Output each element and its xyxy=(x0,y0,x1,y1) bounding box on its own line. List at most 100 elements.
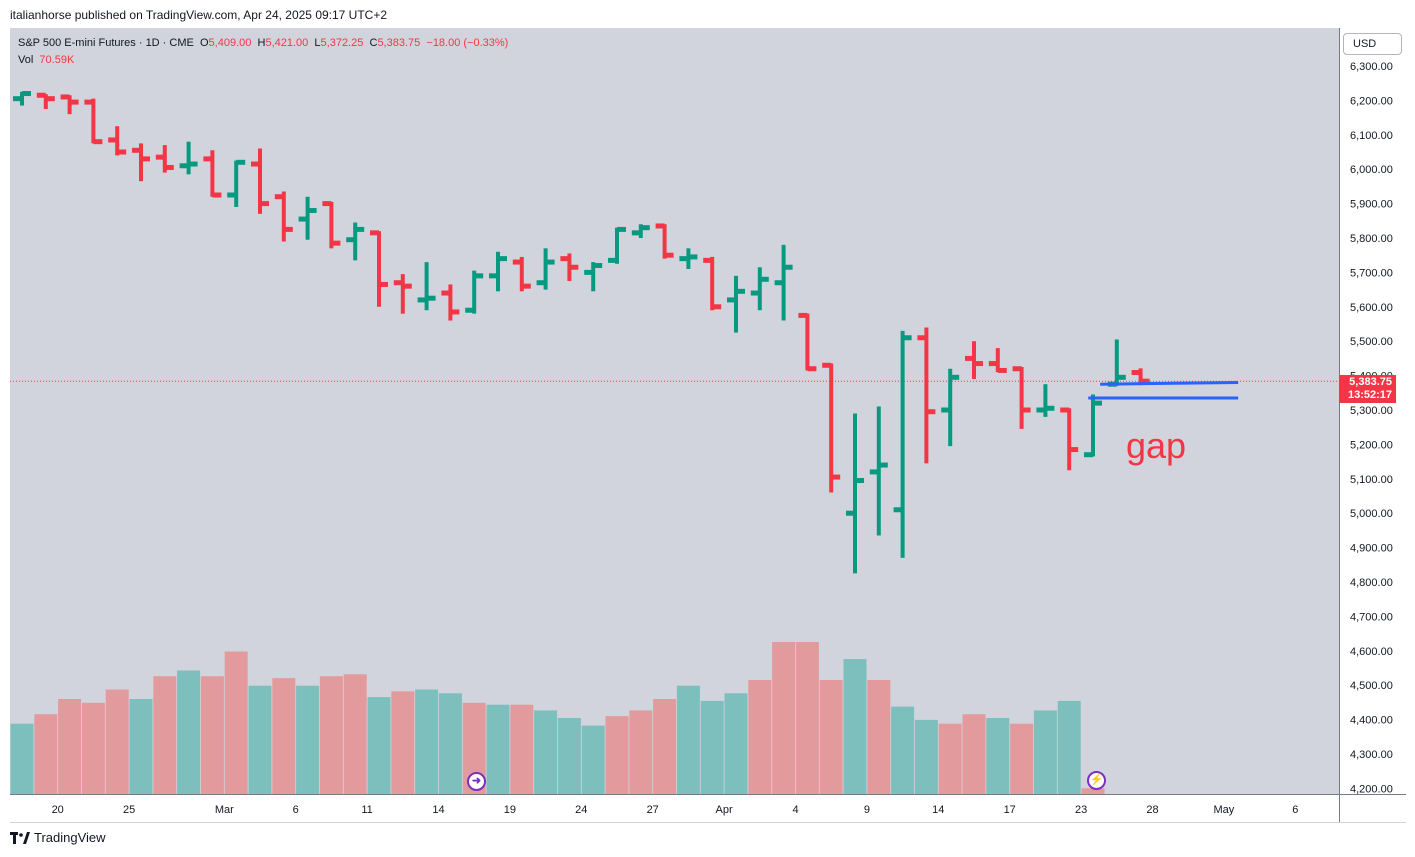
volume-bar xyxy=(34,714,58,794)
event-arrow-icon[interactable]: ➜ xyxy=(467,772,486,791)
volume-bar xyxy=(748,680,772,794)
price-tick-label: 4,400.00 xyxy=(1350,715,1393,727)
price-axis-labels: 6,300.00 6,200.00 6,100.00 6,000.00 5,900.00… xyxy=(1350,61,1393,795)
publisher-line: italianhorse published on TradingView.co… xyxy=(10,8,388,22)
last-price-tag: 5,383.75 13:52:17 xyxy=(1339,375,1396,403)
time-tick-label: 25 xyxy=(123,804,135,816)
volume-bar xyxy=(772,642,796,794)
volume-bar xyxy=(819,680,843,794)
volume-bar xyxy=(557,718,581,794)
legend-row-ohlc: S&P 500 E-mini Futures · 1D · CME O5,409… xyxy=(18,35,508,52)
price-tick-label: 4,600.00 xyxy=(1350,646,1393,658)
tradingview-logo-text: TradingView xyxy=(34,830,106,845)
volume-bar xyxy=(296,685,320,794)
time-tick-label: 14 xyxy=(932,804,944,816)
volume-bar xyxy=(248,685,272,794)
volume-bar xyxy=(700,700,724,794)
volume-bar xyxy=(843,659,867,794)
price-tick-label: 4,200.00 xyxy=(1350,783,1393,794)
gap-annotation[interactable]: gap xyxy=(1126,425,1187,466)
axis-corner xyxy=(1339,794,1406,822)
volume-bar xyxy=(914,719,938,794)
gap-trend-line xyxy=(1100,380,1239,386)
volume-bar xyxy=(438,693,462,794)
time-tick-label: May xyxy=(1214,804,1235,816)
price-tick-label: 5,200.00 xyxy=(1350,439,1393,451)
volume-bar xyxy=(676,685,700,794)
legend-symbol[interactable]: S&P 500 E-mini Futures · 1D · CME xyxy=(18,37,194,49)
price-tick-label: 5,000.00 xyxy=(1350,508,1393,520)
legend-low-label: L xyxy=(314,37,321,49)
ohlc-chart xyxy=(10,91,1339,794)
volume-bar xyxy=(534,710,558,794)
legend-change: −18.00 (−0.33%) xyxy=(426,37,509,49)
volume-bar xyxy=(177,670,201,794)
time-tick-label: 6 xyxy=(1292,804,1298,816)
time-tick-label: 20 xyxy=(52,804,64,816)
tradingview-logo-icon xyxy=(10,831,30,844)
legend-row-volume: Vol 70.59K xyxy=(18,52,508,69)
volume-bar xyxy=(1081,788,1105,794)
volume-bar xyxy=(1057,700,1081,794)
legend-close: 5,383.75 xyxy=(377,37,421,49)
legend-vol-label[interactable]: Vol xyxy=(18,54,34,66)
plot-area[interactable] xyxy=(10,28,1339,794)
time-tick-label: 9 xyxy=(864,804,870,816)
volume-bar xyxy=(891,706,915,794)
price-tick-label: 6,300.00 xyxy=(1350,61,1393,73)
volume-bar xyxy=(510,704,534,794)
volume-bar xyxy=(1010,723,1034,794)
time-tick-label: 19 xyxy=(504,804,516,816)
volume-bar xyxy=(105,689,129,794)
time-tick-label: 11 xyxy=(361,804,372,816)
price-tick-label: 4,300.00 xyxy=(1350,749,1393,761)
event-lightning-icon[interactable]: ⚡ xyxy=(1087,771,1106,790)
time-tick-label: 14 xyxy=(432,804,444,816)
volume-bar xyxy=(10,723,34,794)
volume-bar xyxy=(724,693,748,794)
volume-bar xyxy=(129,699,153,794)
volume-bar xyxy=(58,699,82,794)
price-tick-label: 5,300.00 xyxy=(1350,405,1393,417)
time-axis-labels: 20 25 Mar 6 11 14 19 24 27 Apr 4 9 14 17 23 28 May 6 xyxy=(52,804,1299,816)
price-tick-label: 4,800.00 xyxy=(1350,577,1393,589)
legend-open: 5,409.00 xyxy=(208,37,252,49)
volume-bar xyxy=(962,714,986,794)
time-tick-label: Apr xyxy=(716,804,733,816)
volume-bar xyxy=(986,718,1010,794)
price-tick-label: 5,100.00 xyxy=(1350,474,1393,486)
currency-button[interactable]: USD xyxy=(1343,33,1402,55)
legend: S&P 500 E-mini Futures · 1D · CME O5,409… xyxy=(18,35,508,69)
volume-bar xyxy=(795,642,819,794)
price-tick-label: 4,700.00 xyxy=(1350,611,1393,623)
volume-bar xyxy=(319,676,343,794)
bar-countdown: 13:52:17 xyxy=(1347,389,1392,401)
tradingview-logo[interactable]: TradingView xyxy=(10,830,106,845)
volume-bar xyxy=(629,710,653,794)
time-tick-label: 27 xyxy=(647,804,659,816)
price-axis[interactable]: 6,300.00 6,200.00 6,100.00 6,000.00 5,900.00… xyxy=(1339,28,1406,795)
volume-bar xyxy=(153,676,177,794)
time-tick-label: Mar xyxy=(215,804,234,816)
volume-bar xyxy=(200,676,224,794)
time-tick-label: 6 xyxy=(293,804,299,816)
time-tick-label: 28 xyxy=(1146,804,1158,816)
legend-high: 5,421.00 xyxy=(265,37,309,49)
legend-close-label: C xyxy=(369,37,378,49)
volume-bar xyxy=(367,697,391,794)
volume-bar xyxy=(653,699,677,794)
time-tick-label: 4 xyxy=(792,804,798,816)
volume-bar xyxy=(391,691,415,794)
last-price-value: 5,383.75 xyxy=(1349,376,1392,388)
volume-bar xyxy=(343,674,367,794)
price-tick-label: 4,900.00 xyxy=(1350,543,1393,555)
price-tick-label: 4,500.00 xyxy=(1350,680,1393,692)
time-tick-label: 24 xyxy=(575,804,587,816)
price-tick-label: 6,100.00 xyxy=(1350,130,1393,142)
volume-bar xyxy=(938,723,962,794)
legend-open-label: O xyxy=(199,37,209,49)
price-tick-label: 5,600.00 xyxy=(1350,302,1393,314)
time-axis[interactable]: 20 25 Mar 6 11 14 19 24 27 Apr 4 9 14 17 23 28 May 6 xyxy=(10,794,1339,822)
volume-bar xyxy=(224,651,248,794)
price-tick-label: 5,900.00 xyxy=(1350,199,1393,211)
